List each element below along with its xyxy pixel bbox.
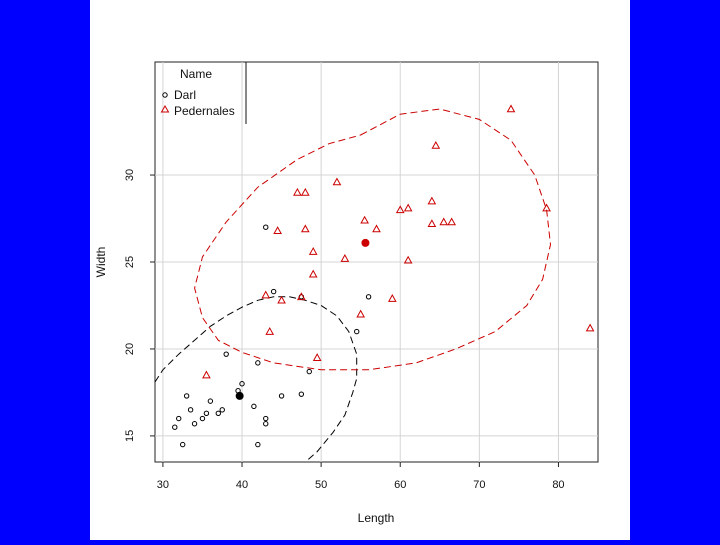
point-pedernales — [387, 293, 397, 302]
point-darl — [270, 288, 277, 295]
point-pedernales — [300, 224, 310, 233]
x-tick-label: 60 — [394, 479, 406, 491]
point-darl — [191, 421, 198, 427]
point-pedernales — [431, 140, 441, 149]
point-darl — [183, 393, 190, 399]
point-pedernales — [273, 226, 282, 234]
x-tick-label: 80 — [552, 479, 564, 491]
y-axis-ticks: 15 20 25 30 — [124, 169, 155, 442]
point-darl — [203, 410, 210, 417]
y-tick-label: 30 — [124, 169, 136, 181]
point-pedernales — [340, 253, 350, 262]
centroid-darl — [235, 391, 244, 400]
point-pedernales — [542, 203, 551, 212]
point-darl — [215, 410, 221, 417]
x-tick-label: 50 — [315, 479, 327, 491]
point-darl — [255, 360, 261, 366]
legend-darl-label: Darl — [174, 88, 196, 102]
gridlines — [155, 62, 598, 462]
point-darl — [179, 441, 186, 448]
point-pedernales — [439, 217, 449, 226]
point-pedernales — [202, 370, 211, 379]
point-darl — [263, 415, 269, 422]
legend-title: Name — [180, 67, 212, 81]
point-darl — [176, 415, 182, 422]
point-darl — [278, 393, 285, 399]
scatter-chart: 30 40 50 60 70 80 15 20 25 30 Length Width Name … — [94, 61, 599, 525]
legend-pedernales-label: Pedernales — [174, 104, 235, 118]
point-darl — [255, 441, 261, 448]
x-tick-label: 70 — [473, 479, 485, 491]
centroid-pedernales — [361, 238, 370, 247]
point-pedernales — [403, 203, 413, 212]
point-pedernales — [308, 247, 318, 255]
point-pedernales — [395, 205, 405, 214]
point-darl — [172, 424, 178, 430]
point-darl — [207, 398, 214, 404]
point-pedernales — [312, 353, 322, 361]
point-darl — [354, 328, 360, 335]
ellipse-pedernales — [194, 108, 552, 371]
point-darl — [306, 368, 312, 375]
y-axis-label: Width — [94, 247, 108, 278]
point-pedernales — [277, 295, 286, 304]
legend-darl-marker — [162, 92, 168, 98]
point-darl — [365, 294, 372, 300]
point-pedernales — [356, 309, 366, 318]
point-darl — [263, 421, 269, 427]
x-tick-label: 40 — [236, 479, 248, 491]
point-pedernales — [447, 217, 457, 226]
legend: Name Darl Pedernales — [160, 62, 247, 124]
point-pedernales — [332, 177, 342, 186]
legend-pedernales-marker — [160, 105, 170, 113]
point-darl — [239, 381, 245, 387]
x-axis-ticks: 30 40 50 60 70 80 — [157, 462, 565, 491]
point-pedernales — [360, 215, 369, 224]
point-pedernales — [427, 219, 437, 228]
confidence-ellipses — [155, 108, 552, 462]
point-darl — [263, 224, 269, 230]
point-darl — [219, 407, 225, 413]
ellipse-darl — [155, 296, 358, 462]
point-darl — [199, 415, 206, 422]
point-pedernales — [585, 323, 595, 332]
point-pedernales — [308, 269, 318, 278]
point-pedernales — [372, 224, 381, 233]
point-pedernales — [265, 327, 275, 335]
point-pedernales — [293, 187, 302, 196]
point-pedernales — [506, 104, 516, 113]
point-pedernales — [300, 187, 310, 196]
point-pedernales — [403, 255, 413, 264]
y-tick-label: 25 — [124, 256, 136, 268]
centroids — [235, 238, 370, 400]
point-darl — [298, 391, 305, 397]
slide-panel: 30 40 50 60 70 80 15 20 25 30 Length Width Name … — [90, 0, 630, 540]
point-pedernales — [296, 292, 306, 301]
point-darl — [223, 351, 229, 357]
y-tick-label: 15 — [124, 430, 136, 442]
x-tick-label: 30 — [157, 479, 169, 491]
x-axis-label: Length — [358, 511, 395, 525]
point-pedernales — [261, 290, 271, 299]
data-points — [172, 104, 595, 448]
point-darl — [187, 407, 194, 413]
y-tick-label: 20 — [124, 343, 136, 355]
point-pedernales — [427, 196, 437, 205]
point-darl — [251, 403, 257, 410]
